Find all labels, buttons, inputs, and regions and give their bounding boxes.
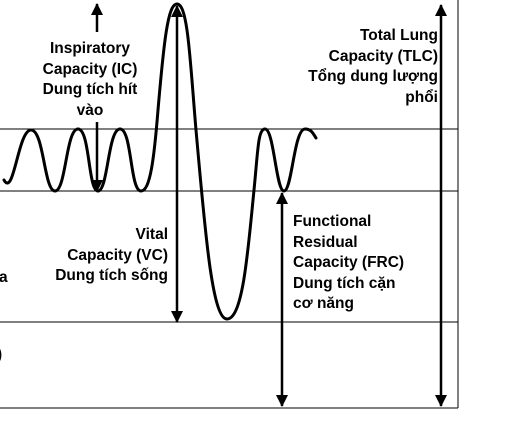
tlc-label-line-4: phổi [405,88,438,106]
frc-label-line-1: Functional [293,213,372,230]
ic-label-line-2: Capacity (IC) [42,60,138,78]
vc-label-line-2: Capacity (VC) [67,246,168,264]
frc-label-line-2: Residual [293,233,358,251]
clipped-left-text-1: a [0,269,8,286]
frc-label: Functional Residual Capacity (FRC) Dung … [293,212,433,315]
vc-label-line-1: Vital [135,226,168,243]
frc-label-line-5: cơ năng [293,295,354,312]
frc-label-line-4: Dung tích cặn [293,274,396,292]
tlc-label-line-3: Tổng dung lượng [308,68,438,85]
tlc-label-line-1: Total Lung [359,27,438,44]
vc-label: Vital Capacity (VC) Dung tích sống [38,225,168,287]
clipped-left-text-2: ) [0,345,2,366]
tlc-label: Total Lung Capacity (TLC) Tổng dung lượn… [286,26,438,108]
ic-label-line-3: Dung tích hít [42,81,138,98]
ic-label-line-1: Inspiratory [49,40,131,57]
breathing-trace [2,2,318,321]
ic-label-line-4: vào [76,101,104,119]
vc-label-line-3: Dung tích sống [55,267,168,284]
ic-label: Inspiratory Capacity (IC) Dung tích hít … [36,39,144,121]
frc-label-line-3: Capacity (FRC) [293,254,405,271]
tlc-label-line-2: Capacity (TLC) [328,47,438,65]
